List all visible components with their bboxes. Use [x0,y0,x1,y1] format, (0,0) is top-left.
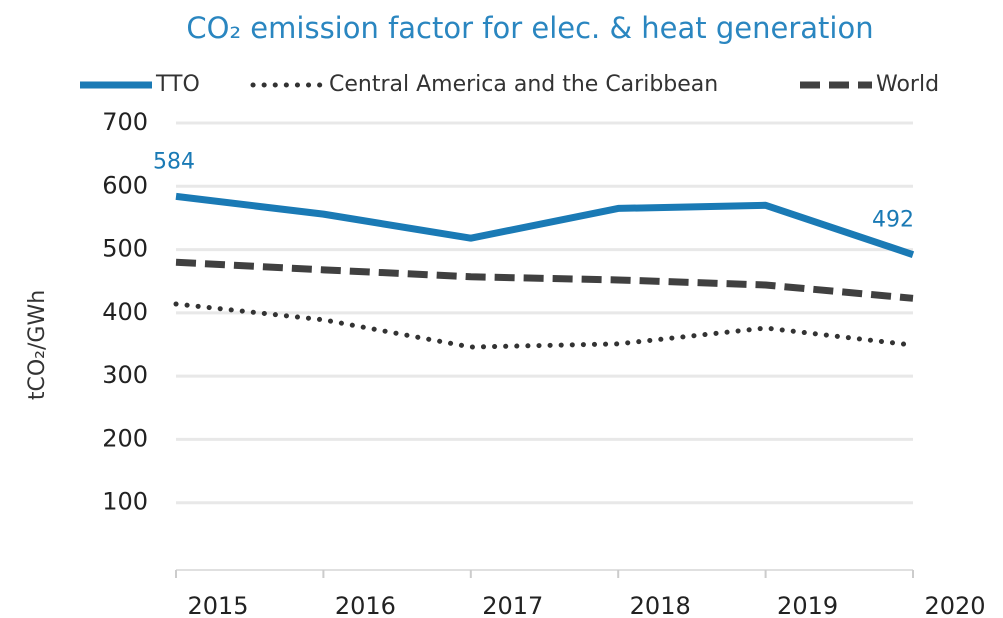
data-label: 492 [872,208,914,233]
x-tick-label: 2017 [482,592,543,618]
x-tick-label: 2018 [630,592,691,618]
x-tick-label: 2019 [777,592,838,618]
y-axis-label: tCO₂/GWh [25,290,50,400]
y-tick-label: 700 [102,108,148,136]
data-label: 584 [153,149,195,174]
legend-label: Central America and the Caribbean [329,72,718,97]
x-tick-label: 2015 [187,592,248,618]
y-tick-label: 400 [102,298,148,326]
x-tick-label: 2020 [924,592,985,618]
y-tick-label: 200 [102,424,148,452]
series-line [175,258,914,302]
legend-label: TTO [155,72,200,97]
y-tick-label: 500 [102,235,148,263]
y-tick-label: 300 [102,361,148,389]
y-tick-label: 100 [102,488,148,516]
x-tick-label: 2016 [335,592,396,618]
y-tick-label: 600 [102,171,148,199]
series-line [175,192,915,258]
series-line [173,301,916,350]
chart-title: CO₂ emission factor for elec. & heat gen… [186,11,873,45]
legend-label: World [876,72,939,97]
